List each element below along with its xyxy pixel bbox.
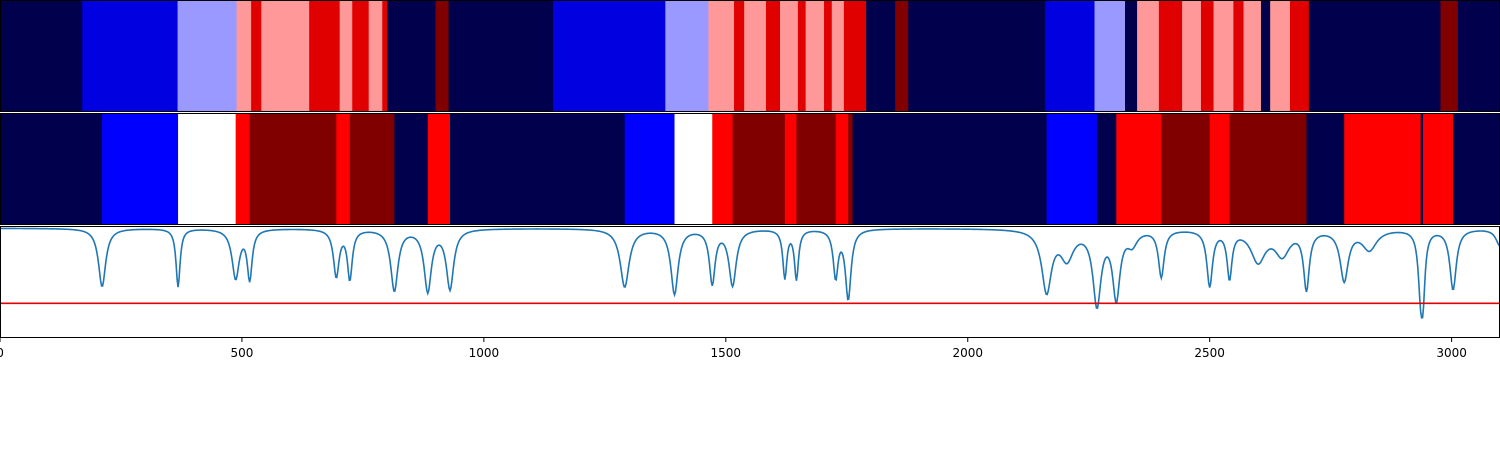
band-top-cell-9 [368,0,383,112]
band-top-cell-28 [908,0,1046,112]
band-middle-cell-8 [427,113,451,225]
band-top-cell-7 [339,0,353,112]
band-top-cell-37 [1233,0,1245,112]
x-tick-label-0: 0 [0,346,4,360]
band-top-cell-40 [1270,0,1291,112]
band-middle-cell-29 [1453,113,1500,225]
band-middle-cell-27 [1420,113,1424,225]
band-middle-cell-11 [674,113,713,225]
band-middle-cell-10 [624,113,676,225]
band-top-cell-2 [177,0,238,112]
band-top-cell-39 [1260,0,1271,112]
band-top-cell-30 [1094,0,1126,112]
x-axis: 0 500 1000 1500 2000 2500 3000 [0,338,1467,360]
band-top-cell-44 [1457,0,1500,112]
band-middle-cell-7 [394,113,429,225]
band-top-cell-15 [665,0,709,112]
band-middle-cell-13 [732,113,786,225]
panel-frame-line [0,226,1500,338]
band-top-cell-12 [435,0,450,112]
band-middle-cell-4 [249,113,337,225]
band-top-cell-29 [1045,0,1096,112]
series-line [0,227,1500,319]
x-tick-label-3: 1500 [711,346,742,360]
band-top-cell-1 [82,0,179,112]
band-middle-cell-5 [336,113,351,225]
band-top-cell-36 [1213,0,1234,112]
band-middle-cell-20 [1096,113,1117,225]
band-middle-cell-26 [1344,113,1422,225]
band-top-cell-24 [831,0,845,112]
band-middle-cell-19 [1046,113,1098,225]
band-middle-cell-16 [835,113,849,225]
band-top-cell-13 [448,0,554,112]
band-top-cell-11 [387,0,437,112]
band-middle-cell-23 [1209,113,1231,225]
band-top-cell-8 [352,0,370,112]
band-top-cell-25 [843,0,867,112]
band-top-cell-34 [1182,0,1202,112]
band-middle-cell-24 [1229,113,1308,225]
band-middle-cell-3 [235,113,251,225]
band-top-cell-17 [734,0,745,112]
band-middle-cell-9 [450,113,626,225]
band-top-cell-22 [805,0,825,112]
line-panel [0,227,1500,319]
x-tick-label-4: 2000 [952,346,983,360]
band-middle-cell-15 [796,113,837,225]
band-middle-cell-18 [852,113,1048,225]
band-middle-cell-28 [1423,113,1454,225]
x-tick-label-6: 3000 [1436,346,1467,360]
x-tick-label-5: 2500 [1194,346,1225,360]
x-tick-label-1: 500 [230,346,253,360]
band-top-cell-26 [866,0,896,112]
band-top-cell-41 [1290,0,1310,112]
band-top-cell-19 [765,0,781,112]
band-top-cell-23 [824,0,833,112]
band-middle-cell-21 [1116,113,1162,225]
band-top-cell-3 [236,0,252,112]
heatmap-band-middle [0,113,1500,225]
band-top-cell-6 [309,0,341,112]
band-top-cell-20 [780,0,799,112]
band-top-cell-35 [1200,0,1215,112]
x-tick-label-2: 1000 [469,346,500,360]
band-top-cell-5 [261,0,310,112]
band-middle-cell-2 [178,113,237,225]
band-top-cell-32 [1137,0,1160,112]
band-middle-cell-1 [102,113,179,225]
band-top-cell-0 [0,0,83,112]
band-middle-cell-12 [712,113,734,225]
band-top-cell-4 [251,0,262,112]
band-top-cell-27 [895,0,909,112]
band-middle-cell-25 [1306,113,1345,225]
band-top-cell-10 [382,0,388,112]
band-middle-cell-0 [0,113,103,225]
band-top-cell-33 [1158,0,1183,112]
heatmap-band-top [0,0,1500,112]
band-middle-cell-22 [1161,113,1211,225]
band-top-cell-42 [1308,0,1442,112]
band-top-cell-43 [1440,0,1459,112]
band-top-cell-31 [1125,0,1138,112]
band-middle-cell-14 [784,113,798,225]
band-top-cell-18 [744,0,767,112]
band-top-cell-16 [708,0,735,112]
band-top-cell-14 [553,0,666,112]
band-middle-cell-17 [848,113,854,225]
band-top-cell-38 [1243,0,1262,112]
band-top-cell-21 [797,0,807,112]
band-middle-cell-6 [349,113,395,225]
